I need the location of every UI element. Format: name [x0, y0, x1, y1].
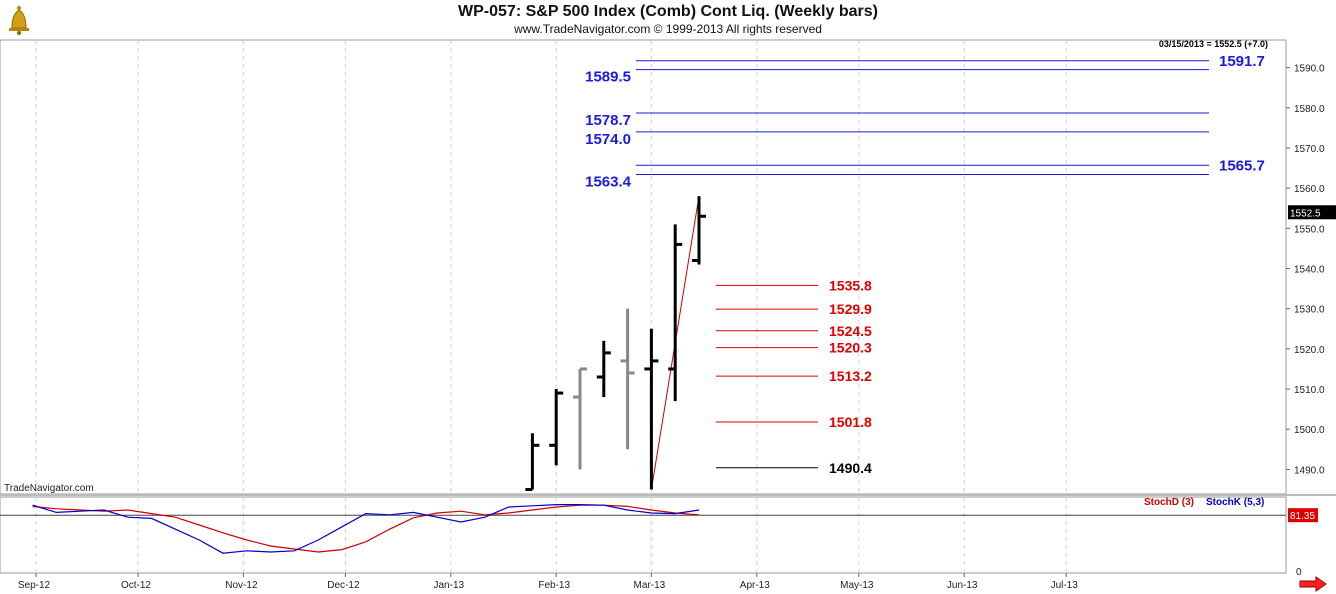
- scroll-right-arrow-icon[interactable]: [1298, 576, 1328, 592]
- x-tick-label: Jan-13: [434, 580, 465, 591]
- oscillator-legend-stochk: StochK (5,3): [1206, 497, 1264, 508]
- x-tick-label: May-13: [840, 580, 874, 591]
- resistance-label: 1563.4: [585, 173, 632, 190]
- y-tick-label: 1540.0: [1294, 265, 1325, 276]
- y-tick-label: 1510.0: [1294, 385, 1325, 396]
- last-price-box: [1288, 205, 1336, 220]
- x-tick-label: Jun-13: [947, 580, 978, 591]
- oscillator-last-box: [1288, 508, 1318, 523]
- resistance-label: 1589.5: [585, 69, 631, 86]
- oscillator-legend-stochd: StochD (3): [1144, 497, 1194, 508]
- oscillator-frame: [0, 496, 1287, 574]
- bell-logo-icon[interactable]: [2, 2, 36, 36]
- resistance-label: 1574.0: [585, 131, 631, 148]
- y-tick-label: 1570.0: [1294, 144, 1325, 155]
- resistance-label: 1565.7: [1219, 157, 1265, 174]
- last-price-label: 1552.5: [1290, 208, 1321, 219]
- price-readout: 03/15/2013 = 1552.5 (+7.0): [1159, 39, 1268, 49]
- x-tick-label: Jul-13: [1051, 580, 1079, 591]
- resistance-label: 1578.7: [585, 112, 631, 129]
- chart-subtitle: www.TradeNavigator.com © 1999-2013 All r…: [514, 22, 822, 36]
- support-label: 1501.8: [829, 414, 872, 430]
- y-tick-label: 1580.0: [1294, 104, 1325, 115]
- x-tick-label: Nov-12: [225, 580, 258, 591]
- y-tick-label: 1590.0: [1294, 64, 1325, 75]
- support-label: 1490.4: [829, 460, 872, 476]
- x-tick-label: Mar-13: [634, 580, 666, 591]
- x-tick-label: Sep-12: [18, 580, 51, 591]
- oscillator-last-label: 81.35: [1290, 511, 1315, 522]
- y-tick-label: 1490.0: [1294, 465, 1325, 476]
- oscillator-y-tick-label: 0: [1296, 567, 1302, 578]
- support-label: 1535.8: [829, 277, 872, 293]
- support-label: 1513.2: [829, 368, 872, 384]
- y-tick-label: 1560.0: [1294, 184, 1325, 195]
- chart-title: WP-057: S&P 500 Index (Comb) Cont Liq. (…: [458, 3, 878, 20]
- main-plot-frame: [0, 39, 1287, 495]
- watermark-label: TradeNavigator.com: [4, 483, 94, 494]
- y-tick-label: 1530.0: [1294, 305, 1325, 316]
- x-tick-label: Apr-13: [740, 580, 770, 591]
- x-tick-label: Oct-12: [121, 580, 151, 591]
- x-tick-label: Feb-13: [538, 580, 570, 591]
- resistance-label: 1591.7: [1219, 53, 1265, 70]
- oscillator-series-line: [32, 504, 700, 554]
- y-tick-label: 1550.0: [1294, 224, 1325, 235]
- support-label: 1520.3: [829, 340, 872, 356]
- y-tick-label: 1520.0: [1294, 345, 1325, 356]
- support-label: 1529.9: [829, 301, 872, 317]
- x-tick-label: Dec-12: [327, 580, 360, 591]
- support-label: 1524.5: [829, 323, 872, 339]
- y-tick-label: 1500.0: [1294, 425, 1325, 436]
